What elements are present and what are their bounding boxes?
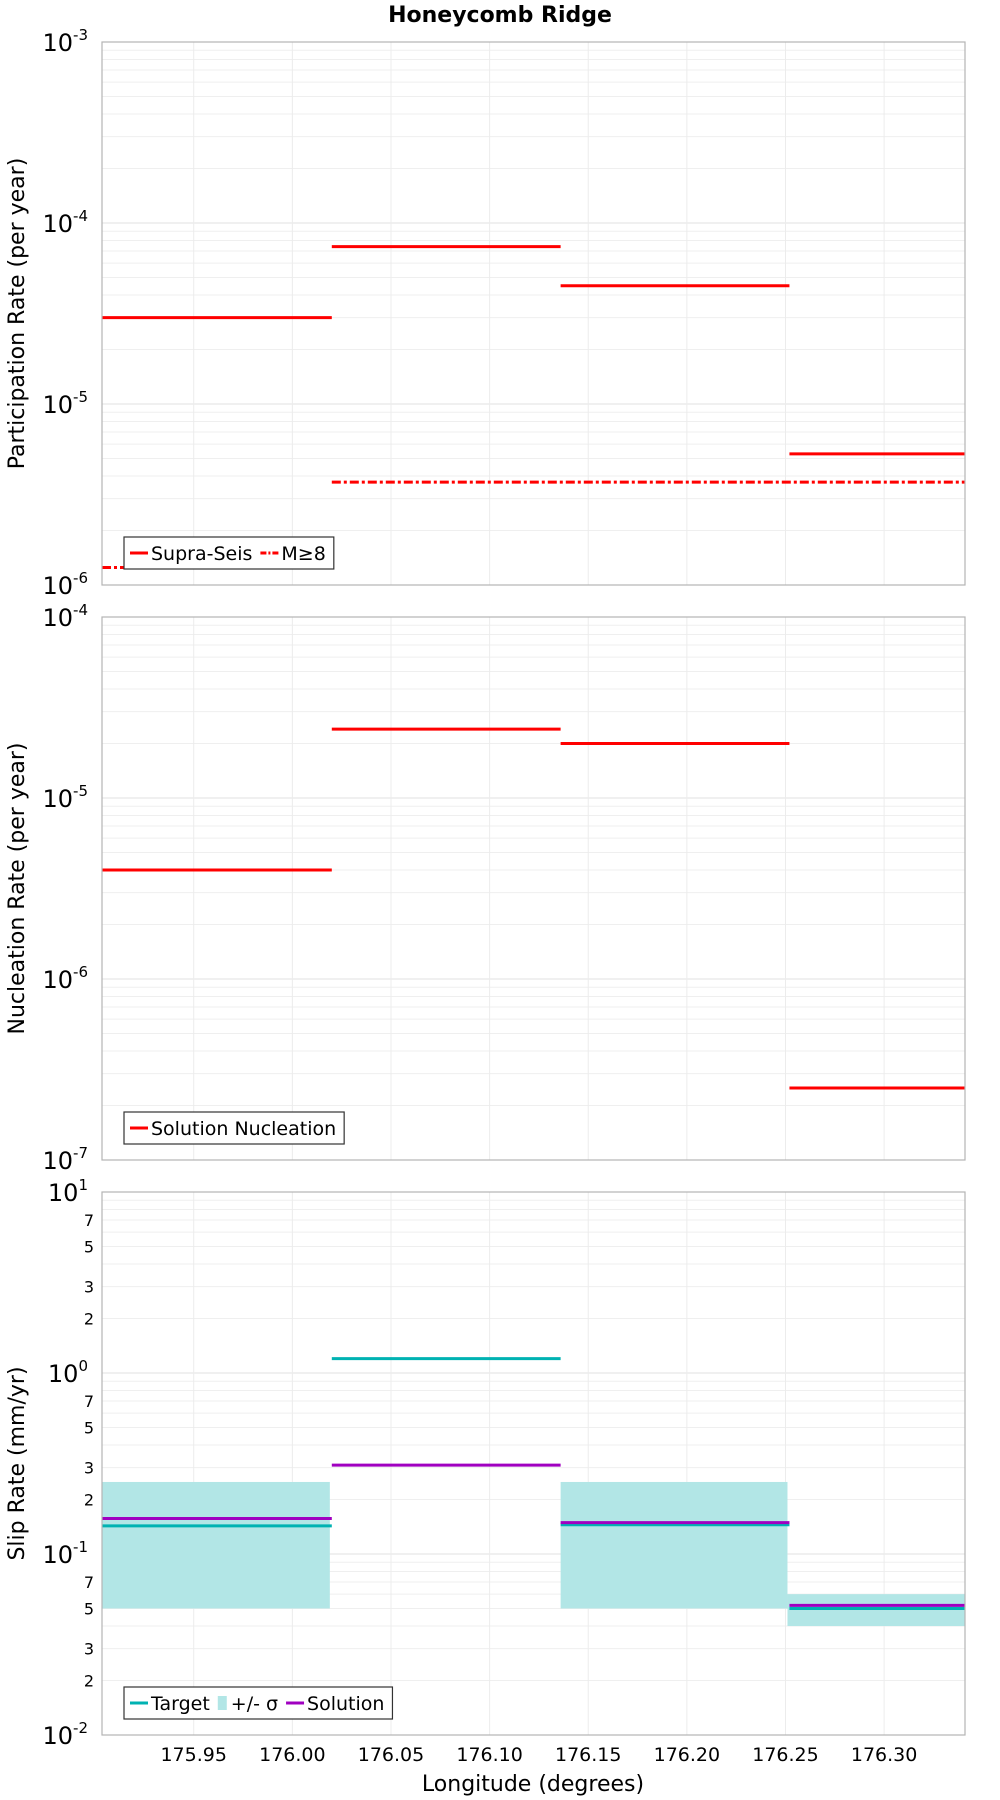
y-tick-label: 10-7	[42, 1144, 88, 1175]
x-tick-label: 176.20	[654, 1744, 720, 1766]
y-minor-tick-label: 5	[84, 1599, 94, 1618]
y-minor-tick-label: 3	[84, 1640, 94, 1659]
y-axis-label: Nucleation Rate (per year)	[5, 743, 30, 1035]
y-minor-tick-label: 2	[84, 1672, 94, 1691]
x-axis-label: Longitude (degrees)	[422, 1772, 644, 1797]
y-minor-tick-label: 7	[84, 1392, 94, 1411]
sigma-band	[560, 1481, 788, 1609]
plot-frame	[101, 41, 966, 586]
legend-label: Target	[150, 1693, 210, 1715]
plot-frame	[101, 616, 966, 1161]
y-tick-label: 10-4	[42, 601, 88, 632]
y-minor-tick-label: 7	[84, 1573, 94, 1592]
slip-rate-panel: 10-2 10-1 100 101 2 3 5 7 2 3 5 7 2 3 5 7 Slip Rate (mm/…	[5, 1176, 966, 1766]
legend-box	[123, 1111, 345, 1145]
legend-box	[123, 1686, 394, 1720]
legend-label: Solution Nucleation	[151, 1118, 336, 1140]
chart-title: Honeycomb Ridge	[388, 3, 612, 28]
participation-rate-panel: 10-6 10-5 10-4 10-3 Participation Rate (per …	[5, 26, 966, 600]
x-tick-label: 176.15	[555, 1744, 621, 1766]
x-tick-label: 176.10	[456, 1744, 522, 1766]
y-minor-tick-label: 2	[84, 1491, 94, 1510]
y-tick-label: 10-6	[42, 963, 88, 994]
x-tick-label: 175.95	[160, 1744, 226, 1766]
y-axis-label: Participation Rate (per year)	[5, 158, 30, 470]
y-minor-tick-label: 7	[84, 1211, 94, 1230]
legend-label: M≥8	[281, 543, 325, 565]
y-tick-label: 10-5	[42, 388, 88, 419]
y-minor-tick-label: 3	[84, 1278, 94, 1297]
y-tick-label: 100	[48, 1357, 88, 1388]
y-tick-label: 101	[48, 1176, 88, 1207]
y-minor-tick-label: 3	[84, 1459, 94, 1478]
y-tick-label: 10-1	[42, 1538, 88, 1569]
legend-label: Solution	[307, 1693, 384, 1715]
y-minor-tick-label: 2	[84, 1310, 94, 1329]
x-tick-label: 176.05	[358, 1744, 424, 1766]
y-minor-tick-label: 5	[84, 1237, 94, 1256]
y-tick-label: 10-6	[42, 569, 88, 600]
legend-label: Supra-Seis	[151, 543, 252, 565]
y-tick-label: 10-4	[42, 207, 88, 238]
legend-swatch	[217, 1696, 227, 1710]
y-axis-label: Slip Rate (mm/yr)	[5, 1366, 30, 1560]
legend-box	[123, 536, 335, 570]
sigma-band	[787, 1594, 965, 1627]
y-tick-label: 10-5	[42, 782, 88, 813]
nucleation-rate-panel: 10-7 10-6 10-5 10-4 Nucleation Rate (per yea…	[5, 601, 966, 1175]
plot-frame	[101, 1191, 966, 1736]
sigma-band	[102, 1481, 330, 1609]
legend-label: +/- σ	[231, 1693, 278, 1715]
y-tick-label: 10-3	[42, 26, 88, 57]
y-tick-label: 10-2	[42, 1719, 88, 1750]
y-minor-tick-label: 5	[84, 1418, 94, 1437]
x-tick-label: 176.00	[259, 1744, 325, 1766]
x-tick-label: 176.30	[851, 1744, 917, 1766]
x-tick-label: 176.25	[752, 1744, 818, 1766]
